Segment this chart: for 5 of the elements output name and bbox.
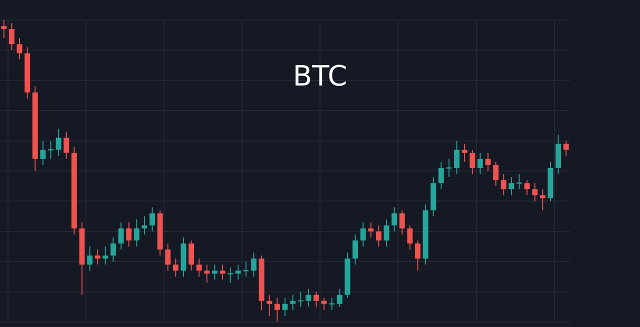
text: BTC [292, 59, 348, 92]
candlestick [266, 294, 272, 316]
candlestick [228, 268, 234, 283]
candlestick [540, 189, 546, 210]
candlestick [243, 262, 249, 277]
